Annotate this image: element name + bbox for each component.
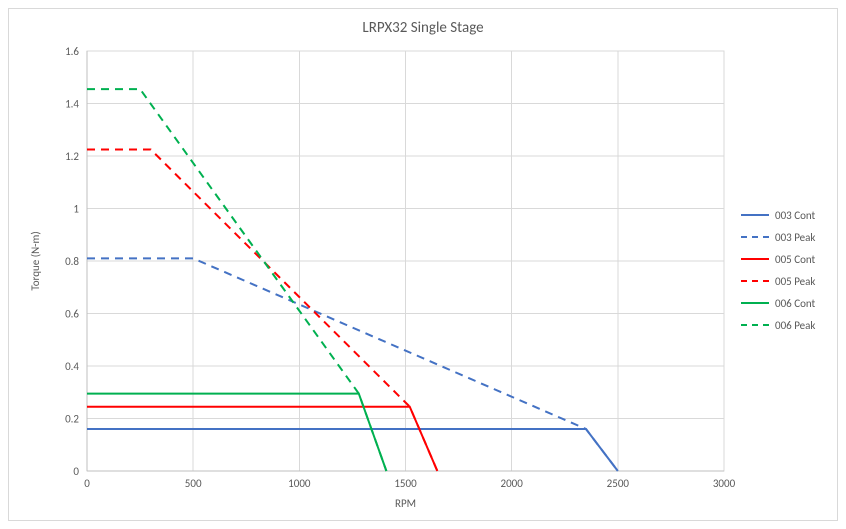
legend-label: 003 Peak xyxy=(775,231,815,244)
legend-swatch xyxy=(741,214,769,216)
x-tick-label: 1000 xyxy=(288,477,311,490)
x-tick-label: 0 xyxy=(84,477,90,490)
y-tick-label: 1.6 xyxy=(65,45,79,58)
y-tick-label: 0.4 xyxy=(65,360,79,373)
series-line xyxy=(87,429,618,471)
x-tick-label: 3000 xyxy=(713,477,736,490)
legend-swatch xyxy=(741,236,769,238)
y-axis-title: Torque (N-m) xyxy=(29,231,42,290)
y-tick-label: 1.4 xyxy=(65,98,79,111)
legend-swatch xyxy=(741,280,769,282)
legend-label: 005 Peak xyxy=(775,275,815,288)
series-line xyxy=(87,394,386,471)
chart-legend: 003 Cont 003 Peak 005 Cont 005 Peak 006 Cont… xyxy=(741,204,815,336)
y-tick-label: 0 xyxy=(73,465,79,478)
chart-frame: LRPX32 Single Stage 05001000150020002500… xyxy=(8,8,838,521)
legend-entry: 006 Peak xyxy=(741,314,815,336)
legend-label: 006 Peak xyxy=(775,319,815,332)
series-line xyxy=(87,407,437,471)
series-line xyxy=(87,89,386,471)
y-tick-label: 1.2 xyxy=(65,150,79,163)
legend-entry: 006 Cont xyxy=(741,292,815,314)
x-tick-label: 500 xyxy=(185,477,202,490)
legend-entry: 003 Peak xyxy=(741,226,815,248)
legend-entry: 003 Cont xyxy=(741,204,815,226)
series-line xyxy=(87,149,437,471)
legend-swatch xyxy=(741,258,769,260)
legend-label: 003 Cont xyxy=(775,209,815,222)
series-line xyxy=(87,258,618,471)
y-tick-label: 0.6 xyxy=(65,308,79,321)
y-tick-label: 1 xyxy=(73,203,79,216)
chart-plot: 0 500 1000 1500 2000 2500 3000 0 0.2 0.4 0.6 0.8 1 1.… xyxy=(9,9,839,522)
legend-label: 005 Cont xyxy=(775,253,815,266)
legend-swatch xyxy=(741,302,769,304)
y-tick-label: 0.2 xyxy=(65,413,79,426)
legend-entry: 005 Cont xyxy=(741,248,815,270)
x-tick-label: 2500 xyxy=(607,477,630,490)
legend-swatch xyxy=(741,324,769,326)
x-tick-label: 1500 xyxy=(394,477,417,490)
y-tick-label: 0.8 xyxy=(65,255,79,268)
legend-label: 006 Cont xyxy=(775,297,815,310)
x-tick-label: 2000 xyxy=(501,477,524,490)
x-axis-title: RPM xyxy=(395,497,416,510)
legend-entry: 005 Peak xyxy=(741,270,815,292)
